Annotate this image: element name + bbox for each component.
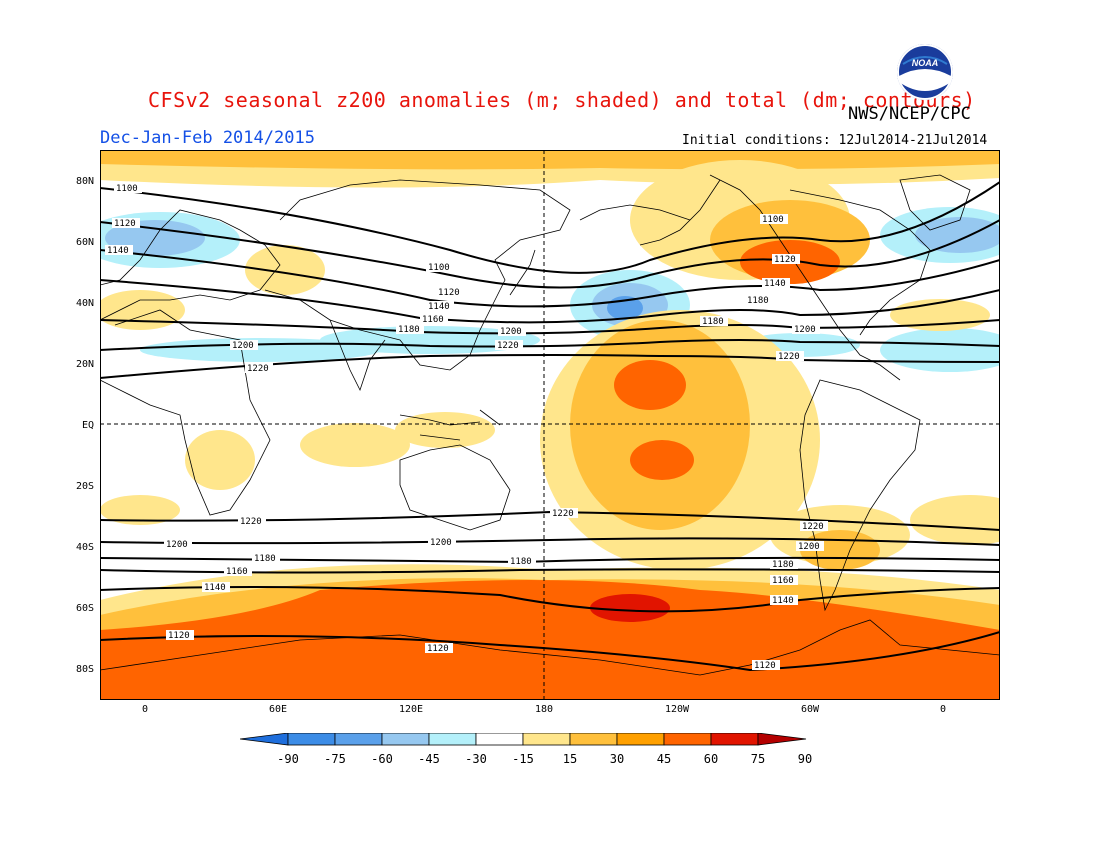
lat-label: 20S bbox=[75, 481, 94, 492]
contour-label: 1180 bbox=[747, 296, 769, 306]
contour-label: 1140 bbox=[764, 279, 786, 289]
lat-label: 40N bbox=[75, 298, 94, 309]
colorbar-segment bbox=[663, 733, 712, 746]
contour-label: 1200 bbox=[798, 542, 820, 552]
initial-conditions-label: Initial conditions: 12Jul2014-21Jul2014 bbox=[682, 133, 988, 148]
contour-label: 1100 bbox=[428, 263, 450, 273]
contour-label: 1220 bbox=[802, 522, 824, 532]
contour-label: 1160 bbox=[772, 576, 794, 586]
contour-label: 1220 bbox=[778, 352, 800, 362]
contour-label: 1220 bbox=[240, 517, 262, 527]
contour-label: 1120 bbox=[754, 661, 776, 671]
lon-label: 0 bbox=[939, 704, 947, 715]
colorbar-segment bbox=[522, 733, 571, 746]
contour-label: 1200 bbox=[794, 325, 816, 335]
colorbar-label: 30 bbox=[609, 752, 625, 766]
contour-label: 1200 bbox=[500, 327, 522, 337]
colorbar-label: 60 bbox=[703, 752, 719, 766]
colorbar-segment bbox=[287, 733, 336, 746]
map-frame bbox=[100, 150, 1000, 700]
contour-label: 1100 bbox=[116, 184, 138, 194]
colorbar-segment bbox=[428, 733, 477, 746]
contour-label: 1160 bbox=[226, 567, 248, 577]
lat-label: 40S bbox=[75, 542, 94, 553]
colorbar bbox=[240, 733, 807, 746]
contour-label: 1220 bbox=[247, 364, 269, 374]
lon-label: 60E bbox=[268, 704, 288, 715]
colorbar-label: -30 bbox=[465, 752, 487, 766]
season-label: Dec-Jan-Feb 2014/2015 bbox=[100, 128, 315, 148]
colorbar-segment bbox=[381, 733, 430, 746]
colorbar-label: 15 bbox=[562, 752, 578, 766]
contour-label: 1220 bbox=[497, 341, 519, 351]
lat-label: 80S bbox=[75, 664, 94, 675]
colorbar-label: -15 bbox=[512, 752, 534, 766]
colorbar-label: -75 bbox=[324, 752, 346, 766]
contour-label: 1140 bbox=[428, 302, 450, 312]
contour-label: 1120 bbox=[114, 219, 136, 229]
lat-label: 60S bbox=[75, 603, 94, 614]
colorbar-segment bbox=[475, 733, 524, 746]
contour-label: 1120 bbox=[427, 644, 449, 654]
contour-label: 1140 bbox=[204, 583, 226, 593]
colorbar-label: -60 bbox=[371, 752, 393, 766]
noaa-logo: NOAA bbox=[897, 44, 953, 100]
contour-label: 1140 bbox=[772, 596, 794, 606]
contour-labels: 1100 1120 1140 1100 1120 1140 1160 1180 … bbox=[105, 183, 828, 671]
contour-label: 1180 bbox=[702, 317, 724, 327]
agency-label: NWS/NCEP/CPC bbox=[848, 104, 971, 124]
colorbar-label: 75 bbox=[750, 752, 766, 766]
noaa-logo-text: NOAA bbox=[912, 58, 939, 68]
contour-label: 1200 bbox=[430, 538, 452, 548]
colorbar-label: 90 bbox=[797, 752, 813, 766]
lat-label: 60N bbox=[75, 237, 94, 248]
colorbar-label: -90 bbox=[277, 752, 299, 766]
lat-label: 20N bbox=[75, 359, 94, 370]
contour-label: 1100 bbox=[762, 215, 784, 225]
colorbar-segment bbox=[710, 733, 759, 746]
contour-label: 1120 bbox=[168, 631, 190, 641]
contour-label: 1180 bbox=[772, 560, 794, 570]
contour-label: 1180 bbox=[254, 554, 276, 564]
contour-label: 1160 bbox=[422, 315, 444, 325]
colorbar-label: 45 bbox=[656, 752, 672, 766]
map-title: CFSv2 seasonal z200 anomalies (m; shaded… bbox=[148, 88, 976, 112]
colorbar-arrow-low bbox=[240, 733, 289, 746]
colorbar-segment bbox=[334, 733, 383, 746]
colorbar-segment bbox=[616, 733, 665, 746]
lon-label: 120E bbox=[398, 704, 424, 715]
lon-label: 180 bbox=[534, 704, 554, 715]
lon-label: 120W bbox=[664, 704, 690, 715]
colorbar-label: -45 bbox=[418, 752, 440, 766]
lon-label: 60W bbox=[800, 704, 820, 715]
lat-label: 80N bbox=[75, 176, 94, 187]
contour-label: 1180 bbox=[510, 557, 532, 567]
contour-label: 1180 bbox=[398, 325, 420, 335]
colorbar-arrow-high bbox=[757, 733, 807, 746]
map-panel: 1100 1120 1140 1100 1120 1140 1160 1180 … bbox=[100, 150, 1000, 700]
contour-label: 1120 bbox=[774, 255, 796, 265]
lat-label: EQ bbox=[81, 420, 94, 431]
colorbar-segment bbox=[569, 733, 618, 746]
lon-label: 0 bbox=[141, 704, 149, 715]
contour-label: 1140 bbox=[107, 246, 129, 256]
contour-label: 1200 bbox=[166, 540, 188, 550]
contour-label: 1220 bbox=[552, 509, 574, 519]
contour-label: 1120 bbox=[438, 288, 460, 298]
contour-label: 1200 bbox=[232, 341, 254, 351]
